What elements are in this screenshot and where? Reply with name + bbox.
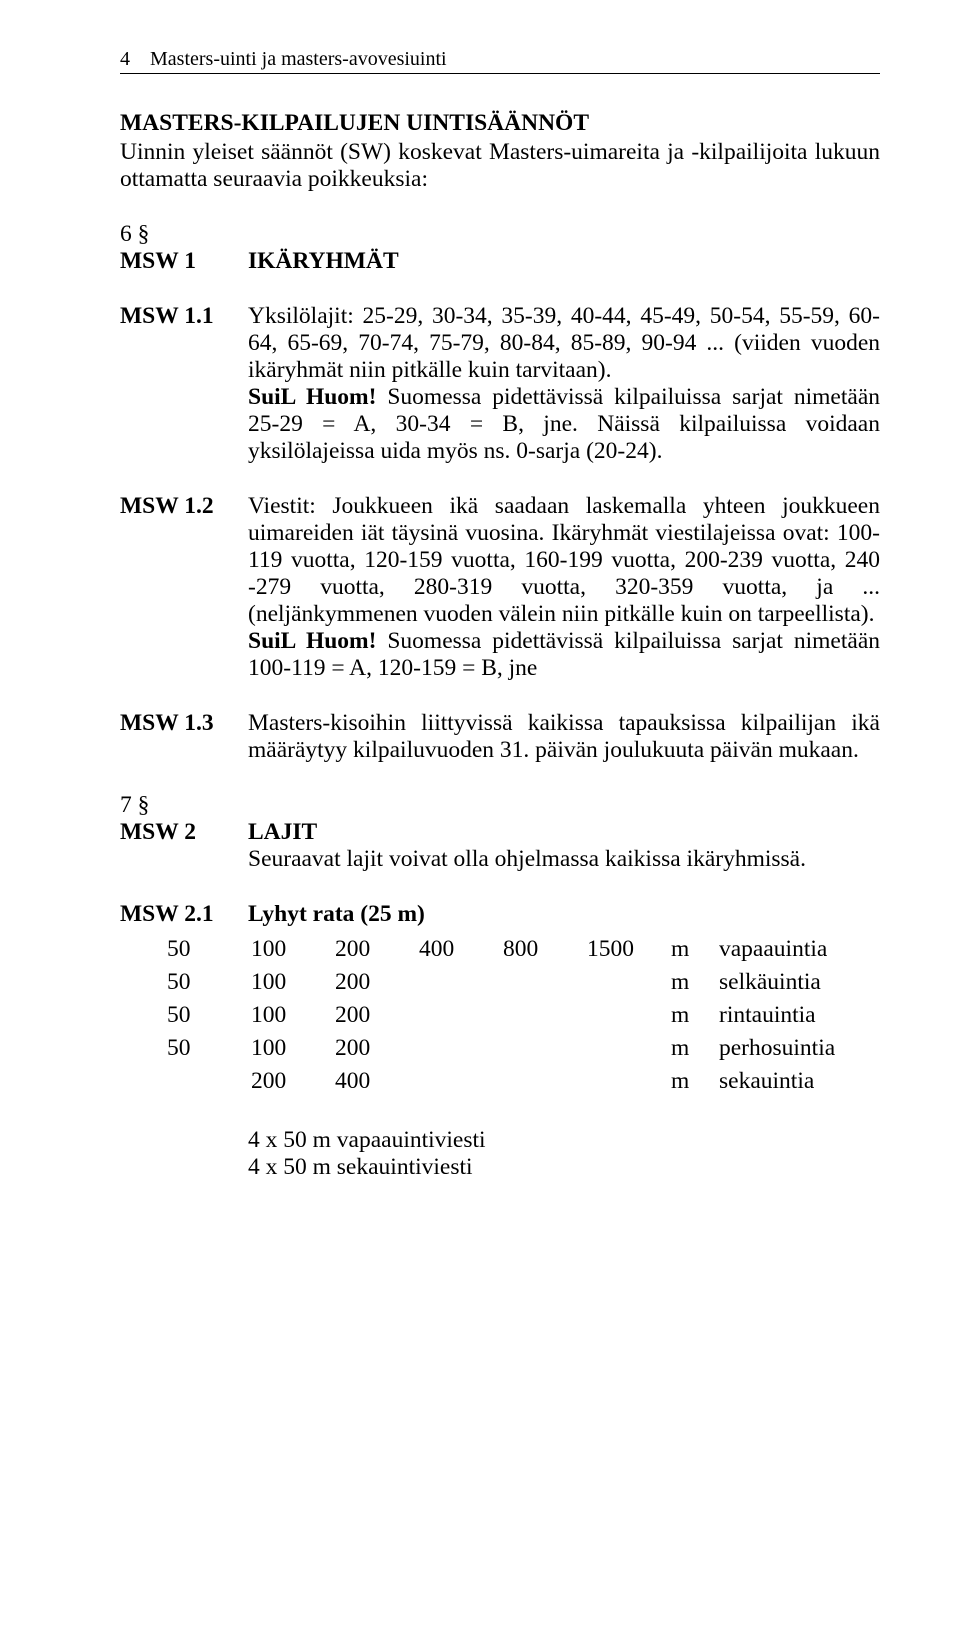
msw1-heading: IKÄRYHMÄT	[248, 248, 399, 274]
events-row: 50100200 mperhosuintia	[167, 1033, 835, 1064]
relay-2: 4 x 50 m sekauintiviesti	[248, 1154, 880, 1181]
msw2-p1: Seuraavat lajit voivat olla ohjelmassa k…	[248, 846, 806, 872]
event-distance	[167, 1066, 249, 1097]
event-distance: 800	[503, 934, 585, 965]
header-rule	[120, 73, 880, 74]
event-distance: 100	[251, 1033, 333, 1064]
event-unit: m	[671, 1066, 711, 1097]
msw1-1-suil: SuiL Huom!	[248, 384, 376, 410]
event-stroke: sekauintia	[713, 1066, 835, 1097]
event-distance: 100	[251, 1000, 333, 1031]
msw1-2-row: MSW 1.2 Viestit: Joukkueen ikä saadaan l…	[120, 493, 880, 682]
intro-paragraph: Uinnin yleiset säännöt (SW) koskevat Mas…	[120, 139, 880, 193]
event-distance	[419, 967, 501, 998]
event-distance: 200	[335, 934, 417, 965]
relays-block: 4 x 50 m vapaauintiviesti 4 x 50 m sekau…	[248, 1127, 880, 1181]
events-table: 501002004008001500mvapaauintia50100200ms…	[165, 932, 837, 1099]
section-6-marker: 6 §	[120, 221, 880, 248]
event-distance	[503, 967, 585, 998]
msw2-1-body: Lyhyt rata (25 m)	[248, 901, 880, 928]
msw1-1-label: MSW 1.1	[120, 303, 248, 330]
event-distance: 50	[167, 967, 249, 998]
page-title: MASTERS-KILPAILUJEN UINTISÄÄNNÖT	[120, 110, 880, 137]
msw2-label: MSW 2	[120, 819, 248, 846]
running-title: Masters-uinti ja masters-avovesiuinti	[150, 48, 447, 71]
event-distance	[587, 967, 669, 998]
events-row: 501002004008001500mvapaauintia	[167, 934, 835, 965]
events-row: 200400 msekauintia	[167, 1066, 835, 1097]
msw2-1-label: MSW 2.1	[120, 901, 248, 928]
events-row: 50100200 mselkäuintia	[167, 967, 835, 998]
event-distance: 200	[335, 1033, 417, 1064]
event-distance	[503, 1066, 585, 1097]
event-unit: m	[671, 1033, 711, 1064]
page-number: 4	[120, 48, 130, 71]
event-unit: m	[671, 967, 711, 998]
event-distance: 100	[251, 934, 333, 965]
msw1-3-label: MSW 1.3	[120, 710, 248, 737]
event-distance	[503, 1033, 585, 1064]
msw1-3-body: Masters-kisoihin liittyvissä kaikissa ta…	[248, 710, 880, 764]
event-distance: 1500	[587, 934, 669, 965]
event-distance	[419, 1000, 501, 1031]
msw1-2-suil: SuiL Huom!	[248, 628, 376, 654]
msw1-2-p1: Viestit: Joukkueen ikä saadaan laskemall…	[248, 493, 880, 627]
event-distance: 50	[167, 1000, 249, 1031]
msw1-1-row: MSW 1.1 Yksilölajit: 25-29, 30-34, 35-39…	[120, 303, 880, 465]
msw1-3-row: MSW 1.3 Masters-kisoihin liittyvissä kai…	[120, 710, 880, 764]
msw2-row: MSW 2 LAJIT Seuraavat lajit voivat olla …	[120, 819, 880, 873]
msw1-3-p1: Masters-kisoihin liittyvissä kaikissa ta…	[248, 710, 880, 763]
event-distance	[419, 1066, 501, 1097]
event-distance	[503, 1000, 585, 1031]
running-header: 4 Masters-uinti ja masters-avovesiuinti	[120, 48, 880, 71]
event-distance: 50	[167, 1033, 249, 1064]
msw1-1-body: Yksilölajit: 25-29, 30-34, 35-39, 40-44,…	[248, 303, 880, 465]
event-distance	[587, 1066, 669, 1097]
section-7-marker: 7 §	[120, 792, 880, 819]
event-distance: 400	[335, 1066, 417, 1097]
event-stroke: vapaauintia	[713, 934, 835, 965]
msw1-row: MSW 1 IKÄRYHMÄT	[120, 248, 880, 275]
events-row: 50100200 mrintauintia	[167, 1000, 835, 1031]
document-page: 4 Masters-uinti ja masters-avovesiuinti …	[0, 0, 960, 1638]
msw2-1-heading: Lyhyt rata (25 m)	[248, 901, 425, 927]
event-distance: 200	[335, 1000, 417, 1031]
event-distance	[587, 1033, 669, 1064]
event-distance: 200	[251, 1066, 333, 1097]
msw2-heading: LAJIT	[248, 819, 317, 845]
msw2-1-row: MSW 2.1 Lyhyt rata (25 m)	[120, 901, 880, 928]
msw1-1-p1: Yksilölajit: 25-29, 30-34, 35-39, 40-44,…	[248, 303, 880, 383]
event-distance: 50	[167, 934, 249, 965]
event-distance: 200	[335, 967, 417, 998]
msw1-2-body: Viestit: Joukkueen ikä saadaan laskemall…	[248, 493, 880, 682]
event-unit: m	[671, 1000, 711, 1031]
msw1-label: MSW 1	[120, 248, 248, 275]
event-distance	[587, 1000, 669, 1031]
event-distance	[419, 1033, 501, 1064]
event-distance: 100	[251, 967, 333, 998]
event-stroke: selkäuintia	[713, 967, 835, 998]
event-stroke: perhosuintia	[713, 1033, 835, 1064]
msw2-body: LAJIT Seuraavat lajit voivat olla ohjelm…	[248, 819, 880, 873]
event-distance: 400	[419, 934, 501, 965]
msw1-2-label: MSW 1.2	[120, 493, 248, 520]
event-stroke: rintauintia	[713, 1000, 835, 1031]
relay-1: 4 x 50 m vapaauintiviesti	[248, 1127, 880, 1154]
event-unit: m	[671, 934, 711, 965]
